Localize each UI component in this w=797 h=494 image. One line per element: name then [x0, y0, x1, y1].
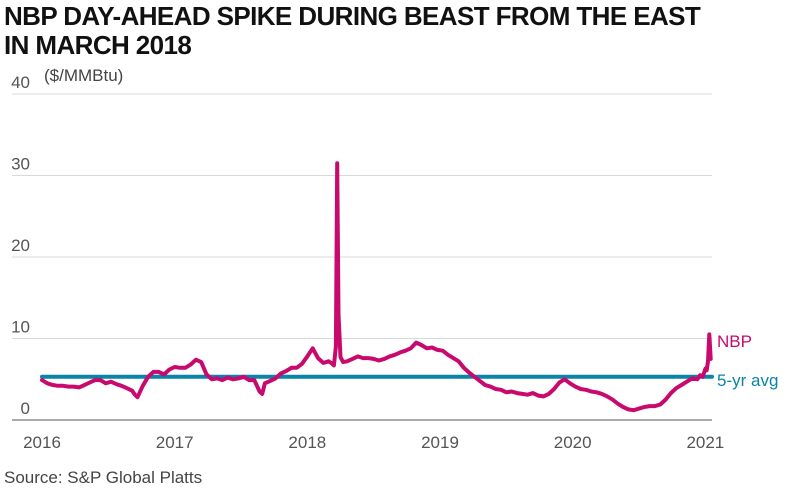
x-tick-label: 2016: [23, 433, 61, 452]
x-tick-label: 2020: [554, 433, 592, 452]
y-tick-labels: 0 10 20 30 40: [11, 73, 30, 418]
series-label-nbp: NBP: [717, 332, 752, 351]
grid-layer: [12, 93, 712, 421]
x-tick-label: 2019: [421, 433, 459, 452]
chart-title-line-2: IN MARCH 2018: [4, 30, 192, 60]
x-tick-label: 2017: [156, 433, 194, 452]
y-axis-unit-label: ($/MMBtu): [44, 66, 124, 85]
x-tick-labels: 2016 2017 2018 2019 2020 2021: [23, 433, 724, 452]
series-line-nbp: [40, 161, 713, 413]
x-tick-label: 2021: [686, 433, 724, 452]
chart-title: NBP DAY-AHEAD SPIKE DURING BEAST FROM TH…: [4, 2, 784, 60]
chart-title-line-1: NBP DAY-AHEAD SPIKE DURING BEAST FROM TH…: [4, 1, 701, 31]
series-layer: [40, 161, 714, 413]
y-tick-label: 10: [11, 318, 30, 337]
y-tick-label: 20: [11, 236, 30, 255]
source-note: Source: S&P Global Platts: [4, 468, 203, 487]
y-tick-label: 0: [21, 399, 30, 418]
y-tick-label: 40: [11, 73, 30, 92]
series-labels: NBP 5-yr avg: [717, 332, 778, 390]
series-label-5yr-avg: 5-yr avg: [717, 371, 778, 390]
x-tick-label: 2018: [288, 433, 326, 452]
y-tick-label: 30: [11, 155, 30, 174]
